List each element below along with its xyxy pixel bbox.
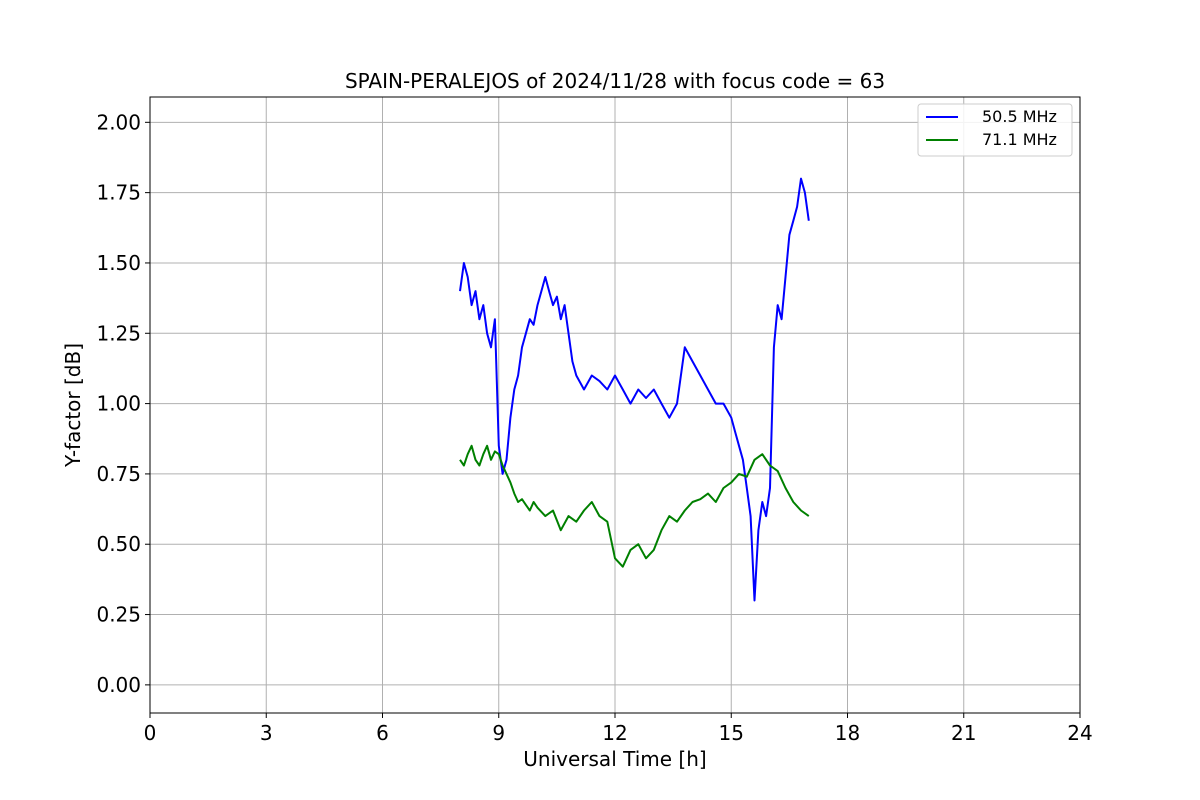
x-tick-label: 6 (376, 721, 389, 745)
legend: 50.5 MHz 71.1 MHz (917, 103, 1073, 157)
x-axis-label: Universal Time [h] (523, 747, 706, 771)
x-tick-label: 9 (492, 721, 505, 745)
legend-label-1: 50.5 MHz (982, 107, 1057, 126)
x-tick-label: 0 (144, 721, 157, 745)
y-axis-label: Y-factor [dB] (61, 343, 85, 468)
legend-label-2: 71.1 MHz (982, 130, 1057, 149)
x-tick-label: 3 (260, 721, 273, 745)
y-axis: 0.00 0.25 0.50 0.75 1.00 1.25 1.50 1.75 2.00 (96, 110, 150, 697)
y-tick-label: 0.25 (96, 603, 141, 627)
x-tick-label: 24 (1067, 721, 1092, 745)
x-tick-label: 12 (602, 721, 627, 745)
y-tick-label: 0.00 (96, 673, 141, 697)
y-tick-label: 1.50 (96, 251, 141, 275)
x-tick-label: 18 (835, 721, 860, 745)
chart-title: SPAIN-PERALEJOS of 2024/11/28 with focus… (345, 69, 885, 93)
y-tick-label: 2.00 (96, 110, 141, 134)
series-line-2 (459, 444, 810, 568)
y-tick-label: 1.00 (96, 392, 141, 416)
series-layer (459, 177, 810, 602)
x-tick-label: 21 (951, 721, 976, 745)
series-line-1 (459, 177, 810, 602)
y-tick-label: 0.50 (96, 532, 141, 556)
y-tick-label: 1.75 (96, 181, 141, 205)
x-tick-label: 15 (719, 721, 744, 745)
y-tick-label: 1.25 (96, 321, 141, 345)
y-tick-label: 0.75 (96, 462, 141, 486)
x-axis: 0 3 6 9 12 15 18 21 24 (144, 713, 1093, 745)
